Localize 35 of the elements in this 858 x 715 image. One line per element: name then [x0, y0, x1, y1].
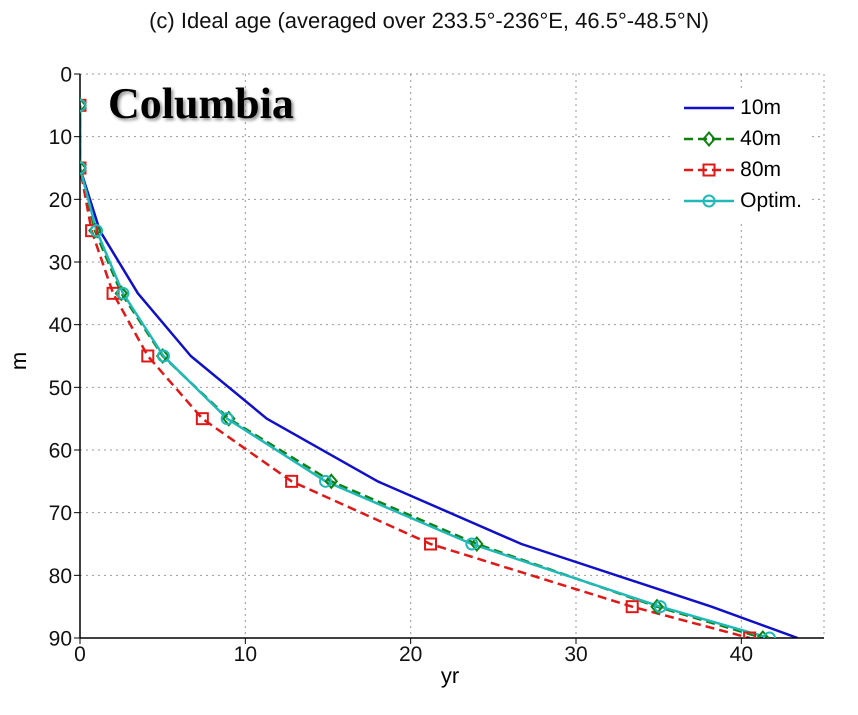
point [106, 286, 120, 300]
y-tick-label: 10 [48, 126, 72, 150]
y-tick-label: 80 [48, 564, 72, 588]
x-tick-label: 20 [398, 642, 422, 666]
y-tick-label: 50 [48, 376, 72, 400]
legend-label: 10m [740, 96, 782, 120]
x-tick-label: 30 [564, 642, 588, 666]
point [424, 538, 438, 550]
x-tick-label: 10 [234, 642, 258, 666]
y-tick-label: 60 [48, 439, 72, 462]
point [196, 412, 209, 426]
point [470, 536, 484, 552]
y-tick-label: 30 [48, 251, 72, 274]
y-tick-label: 90 [48, 627, 72, 650]
x-tick-label: 40 [730, 642, 754, 666]
point [319, 474, 332, 488]
annotation: Columbia [108, 79, 294, 128]
legend-label: 40m [740, 126, 782, 150]
y-tick-label: 0 [60, 63, 72, 86]
y-tick-label: 70 [48, 502, 72, 526]
x-axis-title: yr [440, 663, 460, 688]
point [85, 224, 98, 238]
point [626, 600, 639, 614]
y-tick-label: 20 [48, 188, 72, 212]
y-tick-label: 40 [48, 314, 72, 338]
legend-label: Optim. [740, 188, 802, 212]
point [141, 350, 154, 362]
y-axis-title: m [6, 352, 32, 370]
chart-title: (c) Ideal age (averaged over 233.5°-236°E, 46.5°-48.5°N) [148, 8, 710, 34]
point [285, 474, 298, 488]
point [650, 599, 664, 614]
point [654, 600, 667, 614]
point [324, 474, 338, 489]
legend-label: 80m [740, 158, 782, 182]
point [465, 538, 478, 550]
